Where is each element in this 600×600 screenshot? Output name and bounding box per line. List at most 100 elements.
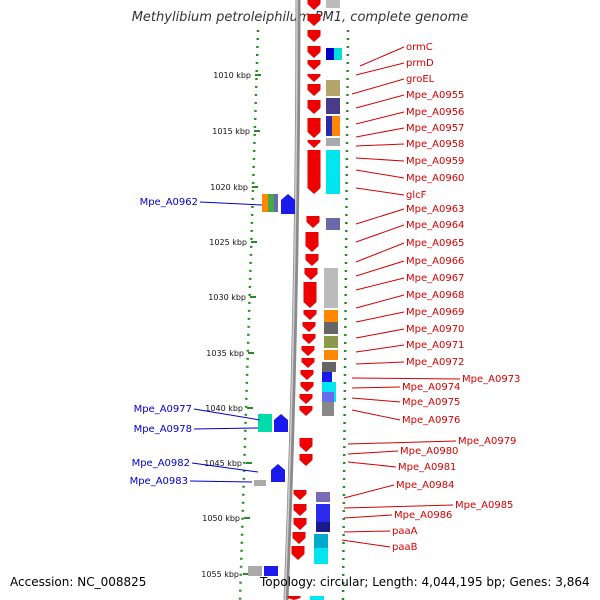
forward-gene-arrow[interactable] — [307, 150, 321, 194]
gene-feature-block[interactable] — [334, 48, 342, 60]
forward-gene-arrow[interactable] — [301, 346, 315, 356]
forward-gene-arrow[interactable] — [302, 322, 316, 332]
forward-gene-arrow[interactable] — [304, 268, 318, 280]
gene-feature-block[interactable] — [326, 150, 340, 194]
forward-gene-arrow[interactable] — [307, 46, 321, 58]
gene-label[interactable]: Mpe_A0985 — [455, 500, 513, 511]
forward-gene-arrow[interactable] — [307, 100, 321, 114]
forward-gene-arrow[interactable] — [299, 394, 313, 404]
gene-label[interactable]: Mpe_A0983 — [130, 476, 188, 487]
gene-feature-block[interactable] — [326, 116, 332, 136]
forward-gene-arrow[interactable] — [307, 118, 321, 138]
forward-gene-arrow[interactable] — [307, 74, 321, 82]
forward-gene-arrow[interactable] — [292, 532, 306, 544]
gene-feature-block[interactable] — [316, 522, 330, 532]
forward-gene-arrow[interactable] — [293, 518, 307, 530]
reverse-gene-arrow[interactable] — [281, 194, 295, 214]
forward-gene-arrow[interactable] — [291, 546, 305, 560]
gene-label[interactable]: Mpe_A0981 — [398, 462, 456, 473]
gene-feature-block[interactable] — [314, 548, 328, 564]
gene-label[interactable]: Mpe_A0971 — [406, 340, 464, 351]
reverse-gene-arrow[interactable] — [271, 464, 285, 482]
gene-label[interactable]: paaB — [392, 542, 418, 553]
gene-label[interactable]: prmD — [406, 58, 434, 69]
gene-label[interactable]: Mpe_A0965 — [406, 238, 464, 249]
gene-label[interactable]: glcF — [406, 190, 427, 201]
gene-label[interactable]: Mpe_A0975 — [402, 397, 460, 408]
gene-label[interactable]: Mpe_A0964 — [406, 220, 464, 231]
forward-gene-arrow[interactable] — [307, 60, 321, 70]
gene-feature-block[interactable] — [322, 372, 332, 382]
gene-feature-block[interactable] — [324, 322, 338, 334]
forward-gene-arrow[interactable] — [293, 504, 307, 516]
forward-gene-arrow[interactable] — [300, 370, 314, 380]
gene-label[interactable]: Mpe_A0963 — [406, 204, 464, 215]
reverse-feature-block[interactable] — [274, 194, 278, 212]
gene-label[interactable]: Mpe_A0959 — [406, 156, 464, 167]
reverse-feature-block[interactable] — [268, 194, 274, 212]
forward-gene-arrow[interactable] — [303, 310, 317, 320]
gene-label[interactable]: Mpe_A0973 — [462, 374, 520, 385]
forward-gene-arrow[interactable] — [303, 282, 317, 308]
gene-label[interactable]: Mpe_A0979 — [458, 436, 516, 447]
forward-gene-arrow[interactable] — [300, 382, 314, 392]
gene-label[interactable]: Mpe_A0972 — [406, 357, 464, 368]
gene-feature-block[interactable] — [316, 504, 330, 522]
gene-feature-block[interactable] — [326, 48, 334, 60]
forward-gene-arrow[interactable] — [305, 254, 319, 266]
gene-feature-block[interactable] — [316, 492, 330, 502]
gene-label[interactable]: Mpe_A0977 — [134, 404, 192, 415]
gene-label[interactable]: Mpe_A0966 — [406, 256, 464, 267]
gene-feature-block[interactable] — [326, 138, 340, 146]
forward-gene-arrow[interactable] — [293, 490, 307, 500]
gene-label[interactable]: Mpe_A0978 — [134, 424, 192, 435]
gene-label[interactable]: Mpe_A0957 — [406, 123, 464, 134]
gene-label[interactable]: Mpe_A0986 — [394, 510, 452, 521]
gene-feature-block[interactable] — [314, 534, 328, 548]
gene-label[interactable]: Mpe_A0967 — [406, 273, 464, 284]
forward-gene-arrow[interactable] — [307, 140, 321, 148]
gene-label[interactable]: Mpe_A0955 — [406, 90, 464, 101]
reverse-feature-block[interactable] — [254, 480, 266, 486]
gene-feature-block[interactable] — [322, 392, 334, 402]
forward-gene-arrow[interactable] — [299, 406, 313, 416]
gene-label[interactable]: Mpe_A0976 — [402, 415, 460, 426]
gene-feature-block[interactable] — [324, 310, 338, 322]
reverse-feature-block[interactable] — [264, 566, 278, 576]
gene-feature-block[interactable] — [326, 98, 340, 114]
reverse-feature-block[interactable] — [258, 414, 272, 432]
gene-feature-block[interactable] — [326, 0, 340, 8]
reverse-feature-block[interactable] — [248, 566, 262, 576]
gene-feature-block[interactable] — [324, 268, 338, 308]
gene-label[interactable]: Mpe_A0960 — [406, 173, 464, 184]
gene-label[interactable]: paaA — [392, 526, 418, 537]
forward-gene-arrow[interactable] — [287, 596, 301, 600]
gene-label[interactable]: Mpe_A0984 — [396, 480, 454, 491]
forward-gene-arrow[interactable] — [307, 30, 321, 42]
gene-label[interactable]: ormC — [406, 42, 433, 53]
gene-feature-block[interactable] — [324, 350, 338, 360]
gene-label[interactable]: groEL — [406, 74, 435, 85]
forward-gene-arrow[interactable] — [305, 232, 319, 252]
forward-gene-arrow[interactable] — [307, 84, 321, 96]
forward-gene-arrow[interactable] — [306, 216, 320, 228]
gene-label[interactable]: Mpe_A0958 — [406, 139, 464, 150]
forward-gene-arrow[interactable] — [307, 14, 321, 26]
gene-feature-block[interactable] — [310, 596, 324, 600]
gene-label[interactable]: Mpe_A0962 — [140, 197, 198, 208]
gene-feature-block[interactable] — [322, 362, 336, 372]
gene-feature-block[interactable] — [332, 116, 340, 136]
gene-feature-block[interactable] — [324, 336, 338, 348]
gene-label[interactable]: Mpe_A0956 — [406, 107, 464, 118]
forward-gene-arrow[interactable] — [302, 334, 316, 344]
forward-gene-arrow[interactable] — [301, 358, 315, 368]
gene-label[interactable]: Mpe_A0968 — [406, 290, 464, 301]
gene-label[interactable]: Mpe_A0980 — [400, 446, 458, 457]
forward-gene-arrow[interactable] — [299, 438, 313, 452]
gene-label[interactable]: Mpe_A0974 — [402, 382, 460, 393]
gene-label[interactable]: Mpe_A0969 — [406, 307, 464, 318]
forward-gene-arrow[interactable] — [299, 454, 313, 466]
gene-feature-block[interactable] — [322, 402, 334, 416]
reverse-feature-block[interactable] — [262, 194, 268, 212]
gene-feature-block[interactable] — [326, 218, 340, 230]
